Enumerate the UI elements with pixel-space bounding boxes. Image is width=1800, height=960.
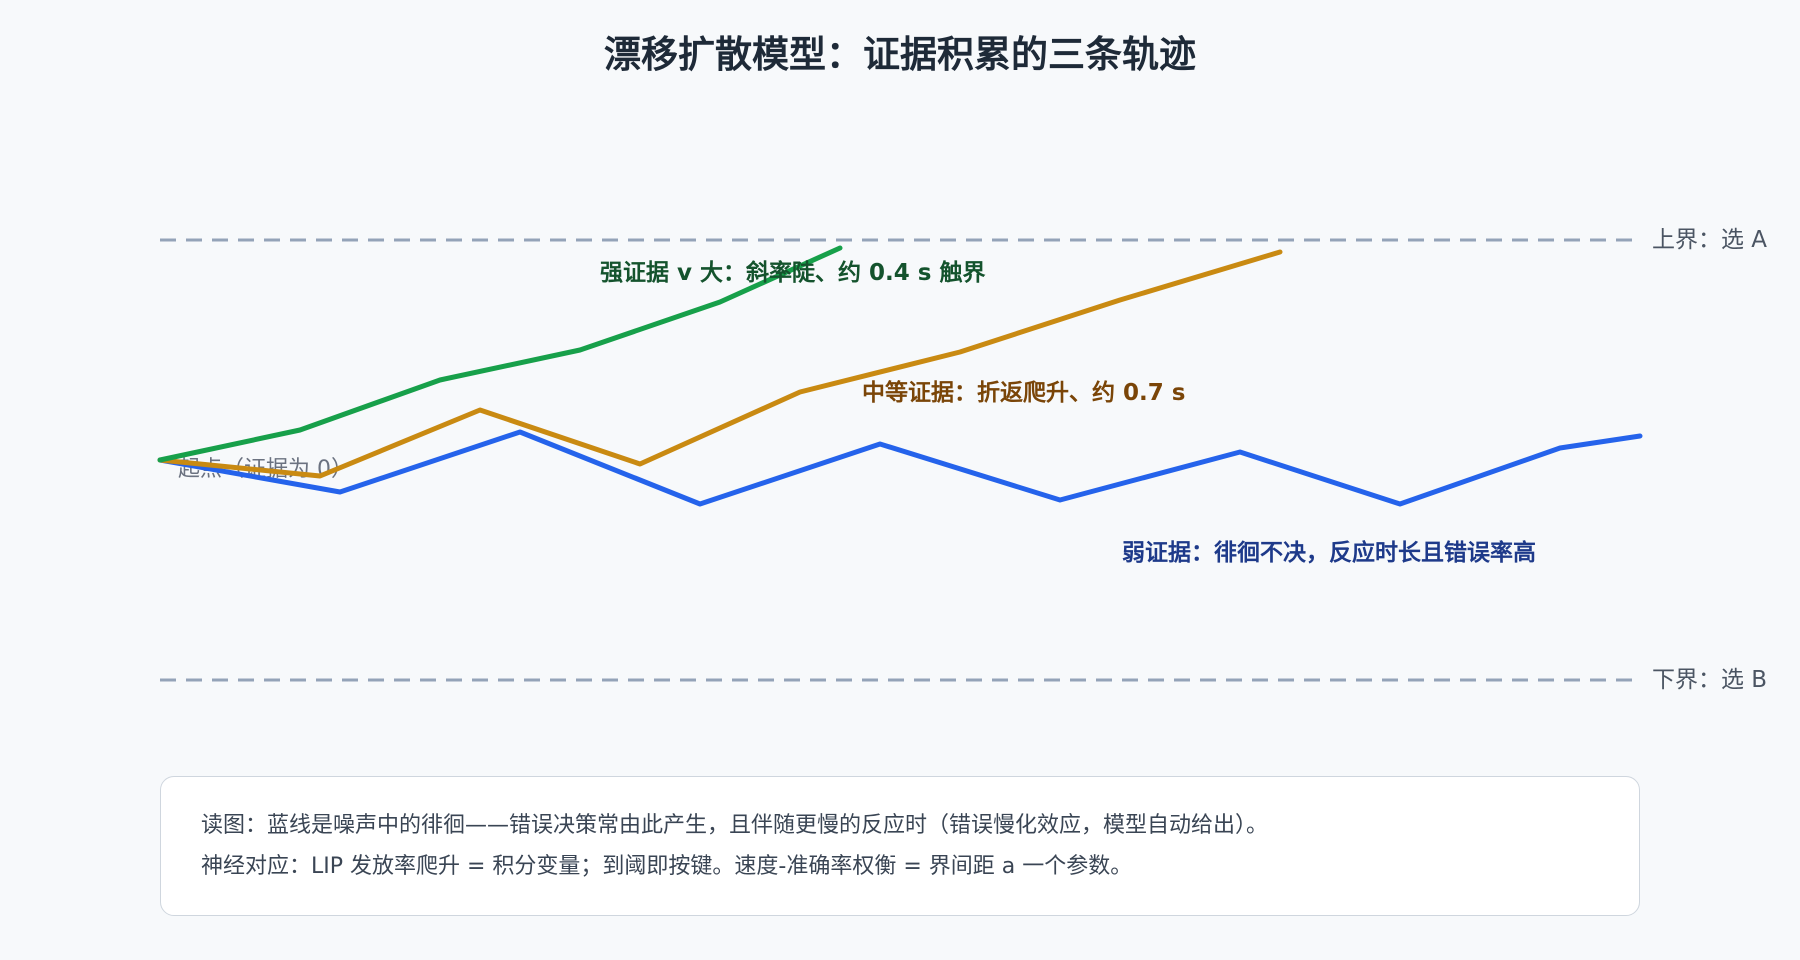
upper-bound-label: 上界：选 A: [1652, 227, 1767, 253]
note-line-2: 神经对应：LIP 发放率爬升 = 积分变量；到阈即按键。速度-准确率权衡 = 界…: [201, 854, 1133, 879]
note-line-1: 读图：蓝线是噪声中的徘徊——错误决策常由此产生，且伴随更慢的反应时（错误慢化效应…: [201, 813, 1269, 838]
medium-evidence-trajectory: [157, 249, 1283, 479]
weak-evidence-label: 弱证据：徘徊不决，反应时长且错误率高: [1122, 539, 1536, 566]
weak-evidence-trajectory: [157, 429, 1643, 507]
page-title: 漂移扩散模型：证据积累的三条轨迹: [604, 33, 1196, 76]
medium-evidence-label: 中等证据：折返爬升、约 0.7 s: [862, 379, 1185, 406]
strong-evidence-label: 强证据 v 大：斜率陡、约 0.4 s 触界: [600, 259, 985, 286]
reading-note: 读图：蓝线是噪声中的徘徊——错误决策常由此产生，且伴随更慢的反应时（错误慢化效应…: [160, 776, 1640, 916]
strong-evidence-trajectory: [157, 245, 843, 463]
lower-bound-label: 下界：选 B: [1652, 667, 1767, 693]
